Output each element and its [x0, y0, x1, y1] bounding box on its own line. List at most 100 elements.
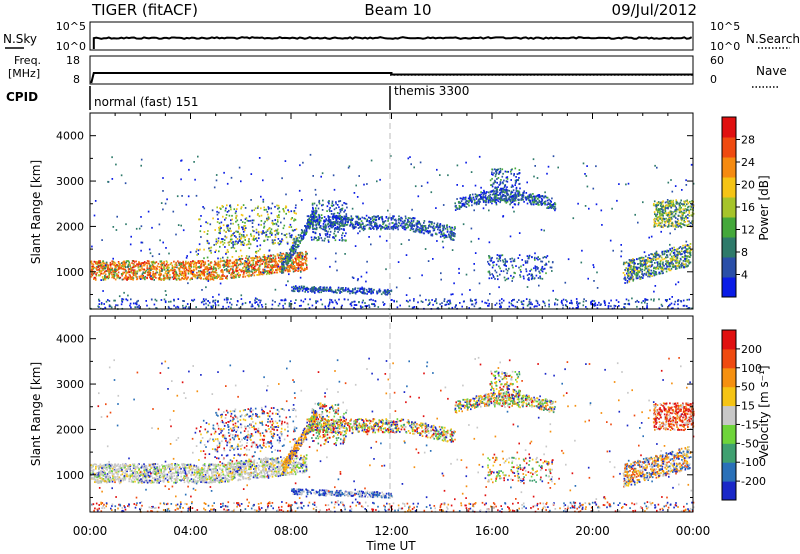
range-cell [539, 195, 542, 198]
range-cell [343, 217, 345, 220]
range-cell [474, 199, 476, 202]
range-cell [228, 265, 230, 268]
range-cell [593, 300, 596, 302]
range-cell [214, 277, 216, 279]
range-cell [121, 301, 124, 303]
range-cell [335, 207, 338, 209]
range-cell [538, 284, 540, 287]
range-cell [539, 272, 541, 274]
range-cell [361, 306, 364, 308]
range-cell [674, 185, 677, 187]
range-cell [486, 196, 489, 199]
range-cell [469, 298, 472, 301]
range-cell [335, 202, 337, 205]
range-cell [268, 259, 271, 261]
range-cell [203, 257, 205, 260]
range-cell [222, 243, 224, 246]
range-cell [109, 264, 112, 267]
range-cell [174, 269, 176, 271]
range-cell [530, 194, 532, 197]
range-cell [351, 289, 354, 292]
range-cell [450, 226, 453, 229]
range-cell [100, 264, 103, 267]
range-cell [137, 263, 139, 266]
range-cell [258, 265, 261, 268]
range-cell [180, 262, 183, 265]
range-cell [535, 299, 538, 302]
range-cell [653, 298, 655, 301]
range-cell [408, 305, 411, 308]
range-cell [175, 233, 177, 236]
range-cell [133, 265, 135, 268]
range-cell [173, 304, 175, 307]
range-cell [505, 188, 507, 191]
range-cell [105, 265, 107, 268]
range-cell [537, 256, 539, 258]
range-cell [511, 304, 513, 307]
range-cell [357, 218, 360, 221]
range-cell [127, 266, 129, 268]
range-cell [294, 218, 297, 221]
range-cell [400, 224, 402, 227]
range-cell [244, 268, 247, 271]
range-cell [468, 307, 470, 309]
range-cell [115, 163, 117, 166]
range-cell [206, 265, 208, 268]
range-cell [267, 236, 269, 238]
range-cell [359, 226, 362, 229]
range-cell [416, 222, 419, 224]
range-cell [510, 260, 512, 263]
range-cell [141, 276, 144, 279]
range-cell [260, 224, 262, 226]
range-cell [510, 302, 513, 305]
range-cell [297, 246, 299, 249]
range-cell [361, 223, 364, 225]
range-cell [165, 260, 168, 263]
range-cell [506, 192, 509, 195]
range-cell [228, 214, 231, 217]
range-cell [290, 245, 293, 248]
range-cell [240, 255, 243, 257]
range-cell [127, 263, 130, 266]
range-cell [222, 224, 225, 227]
range-cell [236, 208, 238, 210]
range-cell [200, 263, 203, 265]
range-cell [210, 265, 213, 268]
range-cell [325, 230, 327, 232]
range-cell [203, 303, 205, 306]
range-cell [516, 190, 518, 192]
range-cell [286, 254, 288, 256]
range-cell [448, 236, 451, 238]
range-cell [373, 305, 376, 308]
range-cell [535, 274, 538, 277]
range-cell [323, 226, 326, 228]
range-cell [213, 186, 216, 189]
range-cell [235, 250, 237, 253]
range-cell [397, 221, 400, 224]
range-cell [370, 225, 373, 227]
range-cell [300, 285, 303, 288]
range-cell [238, 227, 240, 230]
range-cell [517, 192, 519, 195]
range-cell [222, 271, 224, 274]
range-cell [411, 223, 413, 226]
range-cell [91, 271, 93, 274]
range-cell [168, 300, 170, 303]
range-cell [117, 274, 119, 277]
range-cell [196, 254, 198, 256]
range-cell [339, 210, 342, 213]
range-cell [197, 270, 200, 272]
range-cell [155, 299, 158, 302]
range-cell [97, 265, 100, 268]
range-cell [210, 249, 212, 252]
range-cell [99, 264, 102, 267]
range-cell [316, 219, 319, 222]
range-cell [456, 208, 459, 210]
range-cell [610, 305, 612, 308]
range-cell [501, 298, 503, 300]
range-cell [156, 307, 158, 310]
range-cell [244, 302, 247, 304]
range-cell [468, 201, 470, 204]
range-cell [549, 266, 552, 269]
range-cell [503, 276, 506, 279]
